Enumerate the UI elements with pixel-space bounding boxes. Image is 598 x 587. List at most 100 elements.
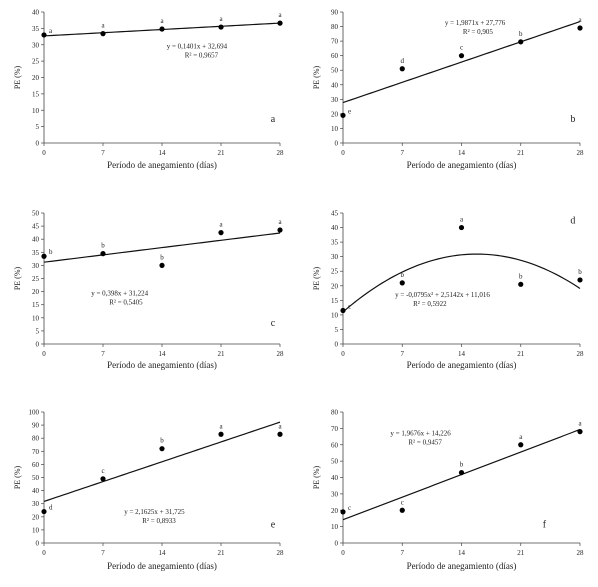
panel-c-point-letter: a [278, 218, 282, 226]
panel-b-y-tick-label: 10 [331, 125, 339, 133]
panel-e-y-tick-label: 0 [36, 540, 40, 548]
panel-d-data-point [518, 281, 524, 287]
panel-e-point-letter: d [49, 504, 53, 512]
panel-b-x-axis-label: Período de anegamiento (días) [407, 160, 517, 170]
panel-a-y-tick-label: 35 [32, 25, 40, 33]
panel-b-point-letter: a [578, 16, 582, 24]
panel-f-x-tick-label: 7 [401, 549, 405, 557]
panel-b-data-point [518, 39, 524, 45]
panel-a-y-tick-label: 25 [32, 58, 40, 66]
panel-b-trend-line [342, 21, 581, 104]
panel-c-data-point [41, 253, 47, 259]
panel-e-data-point [41, 508, 47, 515]
panel-b-data-point [577, 25, 583, 31]
panel-b-y-tick-label: 20 [331, 110, 339, 118]
panel-b-regression-equation: y = 1,9871x + 27,776 [445, 19, 506, 27]
panel-c-y-tick-label: 40 [32, 236, 40, 244]
panel-e-y-tick-label: 40 [32, 487, 40, 495]
panel-e-y-tick-label: 90 [32, 422, 40, 430]
panel-d-y-axis-label: PE (%) [312, 267, 321, 291]
panel-d-point-letter: a [460, 216, 464, 224]
panel-c-panel-letter: c [271, 318, 276, 329]
panel-a-data-point [100, 31, 106, 37]
panel-b-x-tick-label: 0 [341, 149, 345, 157]
panel-a-point-letter: a [160, 17, 164, 25]
panel-a-regression-equation: y = 0,1401x + 32,694 [167, 43, 228, 51]
panel-c-data-point [100, 251, 106, 257]
panel-d-x-tick-label: 28 [577, 350, 585, 358]
panel-a-point-letter: a [49, 27, 53, 35]
panel-e-r-squared: R² = 0,8933 [142, 517, 176, 525]
panel-b-point-letter: c [460, 44, 463, 52]
panel-e-point-letter: b [160, 437, 164, 445]
panel-a-data-point [41, 32, 47, 38]
panel-f-data-point [458, 469, 465, 476]
panel-f-x-tick-label: 28 [577, 549, 585, 557]
panel-c-x-tick-label: 28 [277, 350, 285, 358]
panel-e-y-tick-label: 10 [32, 526, 40, 534]
panel-c-y-tick-label: 30 [32, 262, 40, 270]
panel-e-trend-line [43, 421, 281, 503]
panel-c-x-tick-label: 14 [159, 350, 167, 358]
panel-f-data-point [518, 442, 524, 448]
panel-b-r-squared: R² = 0,905 [463, 28, 493, 36]
panel-f-point-letter: c [348, 504, 351, 512]
panel-e-y-tick-label: 20 [32, 513, 40, 521]
panel-c-x-tick-label: 7 [101, 350, 105, 358]
panel-c-x-tick-label: 0 [42, 350, 46, 358]
panel-b-data-point [399, 66, 405, 72]
panel-f-y-tick-label: 10 [331, 523, 339, 531]
panel-c-data-point [218, 230, 224, 236]
panel-e-point-letter: a [278, 422, 282, 430]
panel-f-y-axis-label: PE (%) [312, 466, 321, 490]
panel-e-point-letter: a [219, 422, 223, 430]
panel-d-data-point [399, 280, 405, 286]
panel-e-data-point [100, 476, 106, 482]
panel-b-y-tick-label: 60 [331, 52, 339, 60]
panel-d-y-tick-label: 35 [331, 239, 339, 247]
panel-a-y-tick-label: 10 [32, 107, 40, 115]
panel-a-x-tick-label: 21 [218, 149, 226, 157]
panel-c-regression-equation: y = 0,398x + 31,224 [91, 290, 148, 298]
panel-b-x-tick-label: 28 [577, 149, 585, 157]
panel-e-x-tick-label: 28 [277, 549, 285, 557]
panel-b-y-tick-label: 0 [335, 140, 339, 148]
panel-c-point-letter: a [219, 221, 223, 229]
panel-e-y-tick-label: 80 [32, 435, 40, 443]
panel-e-point-letter: c [101, 467, 104, 475]
panel-d-y-tick-label: 0 [335, 341, 339, 349]
panel-d-r-squared: R² = 0,5922 [413, 300, 447, 308]
panel-a-y-tick-label: 5 [36, 123, 40, 131]
panel-b-y-tick-label: 30 [331, 96, 339, 104]
panel-d-data-point [577, 277, 583, 283]
panel-c-y-tick-label: 35 [32, 249, 40, 257]
panel-f-data-point [577, 429, 583, 435]
panel-a-x-tick-label: 0 [42, 149, 46, 157]
panel-d-y-tick-label: 40 [331, 224, 339, 232]
panel-f-y-tick-label: 40 [331, 474, 339, 482]
panel-e-panel-letter: e [271, 519, 276, 530]
panel-a-x-tick-label: 14 [159, 149, 167, 157]
panel-b-panel-letter: b [570, 114, 575, 125]
panel-d-y-tick-label: 45 [331, 210, 339, 218]
panel-c-r-squared: R² = 0,5405 [109, 299, 143, 307]
panel-d-y-tick-label: 30 [331, 253, 339, 261]
panel-f-y-tick-label: 30 [331, 490, 339, 498]
panel-a-point-letter: a [278, 11, 282, 19]
panel-e-data-point [159, 446, 165, 452]
panel-a-x-axis-label: Período de anegamiento (días) [107, 160, 217, 170]
panel-d-point-letter: b [578, 268, 582, 276]
panel-e-y-tick-label: 60 [32, 461, 40, 469]
panel-f-y-tick-label: 70 [331, 425, 339, 433]
panel-e-x-tick-label: 0 [42, 549, 46, 557]
panel-b-x-tick-label: 14 [458, 149, 466, 157]
panel-c-y-tick-label: 5 [36, 327, 40, 335]
panel-d-trend-line [342, 253, 581, 313]
panel-d-panel-letter: d [570, 216, 575, 227]
panel-e-y-tick-label: 100 [29, 409, 40, 417]
panel-b-y-tick-label: 90 [331, 9, 339, 17]
panel-c-y-tick-label: 45 [32, 223, 40, 231]
panel-c-data-point [277, 227, 283, 233]
panel-c-point-letter: b [160, 253, 164, 261]
